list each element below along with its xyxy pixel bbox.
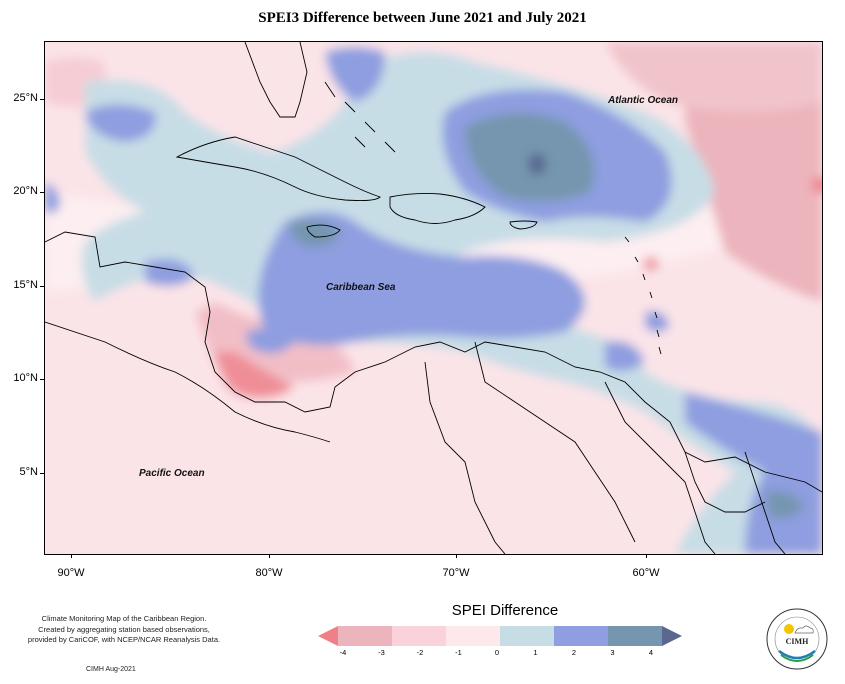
lat-tick — [40, 473, 44, 474]
lon-label-80w: 80°W — [255, 567, 283, 579]
legend-tick-label: -2 — [416, 648, 424, 657]
legend-tick-label: 2 — [571, 648, 577, 657]
legend-swatch — [500, 626, 555, 646]
legend-tick-label: 3 — [610, 648, 615, 657]
spei-field — [45, 42, 822, 554]
legend-title: SPEI Difference — [451, 602, 559, 619]
atlantic-ocean-label: Atlantic Ocean — [608, 95, 679, 106]
spei-map — [45, 42, 822, 554]
footer-note-line1: Climate Monitoring Map of the Caribbean … — [41, 614, 207, 623]
legend-swatch-min — [318, 626, 338, 646]
sun-icon — [784, 624, 794, 634]
lon-tick — [646, 554, 647, 558]
lon-tick — [269, 554, 270, 558]
legend-tick-label: 4 — [648, 648, 654, 657]
lon-tick — [71, 554, 72, 558]
pacific-ocean-label: Pacific Ocean — [139, 468, 205, 479]
lat-label-5n: 5°N — [19, 466, 38, 478]
lat-label-25n: 25°N — [13, 92, 38, 104]
map-title: SPEI3 Difference between June 2021 and J… — [258, 10, 587, 26]
lat-tick — [40, 379, 44, 380]
map-area: Atlantic Ocean Caribbean Sea Pacific Oce… — [44, 41, 823, 555]
legend-tick-label: 1 — [533, 648, 538, 657]
footer-credit: CIMH Aug-2021 — [86, 666, 136, 673]
cimh-logo: CIMH — [766, 608, 828, 670]
footer-note: Climate Monitoring Map of the Caribbean … — [14, 614, 234, 646]
legend-swatch — [446, 626, 501, 646]
legend-tick-label: -4 — [339, 648, 347, 657]
cloud-icon — [794, 625, 814, 634]
legend-swatch — [338, 626, 393, 646]
lat-tick — [40, 286, 44, 287]
lon-label-60w: 60°W — [632, 567, 660, 579]
lat-label-15n: 15°N — [13, 279, 38, 291]
legend-color-bar — [318, 626, 682, 646]
lat-label-20n: 20°N — [13, 185, 38, 197]
footer-note-line2: Created by aggregating station based obs… — [38, 624, 210, 634]
coastlines — [45, 42, 822, 554]
logo-text: CIMH — [786, 637, 809, 646]
lon-tick — [456, 554, 457, 558]
legend-swatch — [392, 626, 447, 646]
legend-tick-label: -1 — [455, 648, 462, 657]
lat-tick — [40, 192, 44, 193]
legend-swatch-max — [662, 626, 682, 646]
lat-label-10n: 10°N — [13, 372, 38, 384]
lon-label-90w: 90°W — [57, 567, 85, 579]
lon-label-70w: 70°W — [442, 567, 470, 579]
legend-tick-label: -3 — [378, 648, 385, 657]
lat-tick — [40, 99, 44, 100]
footer-note-line3: provided by CariCOF, with NCEP/NCAR Rean… — [27, 635, 221, 644]
caribbean-sea-label: Caribbean Sea — [326, 282, 396, 293]
legend-swatch — [608, 626, 663, 646]
legend-swatch — [554, 626, 609, 646]
legend-tick-label: 0 — [494, 648, 500, 657]
